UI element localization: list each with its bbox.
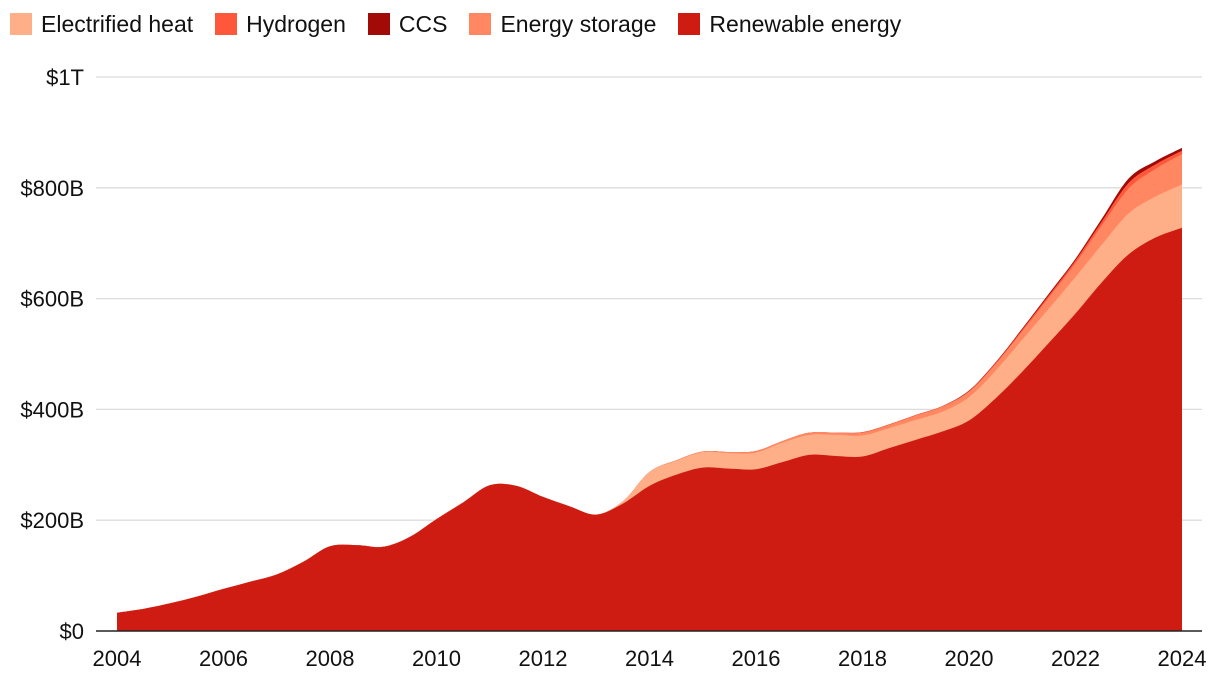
x-tick-2008: 2008 [306,646,355,671]
legend-label-ccs: CCS [398,11,448,37]
area-renewable-energy [117,227,1182,631]
legend-item-energy-storage: Energy storage [469,10,656,38]
x-tick-2012: 2012 [519,646,568,671]
legend-item-ccs: CCS [367,10,448,38]
x-tick-2010: 2010 [412,646,461,671]
legend-label-energy-storage: Energy storage [500,11,657,37]
x-tick-2018: 2018 [838,646,887,671]
y-tick-400b: $400B [20,397,84,422]
legend-swatch-renewable-energy [678,13,701,35]
legend-swatch-ccs [367,13,390,35]
y-tick-600b: $600B [20,287,84,312]
legend-label-electrified-heat: Electrified heat [41,11,194,37]
x-tick-2006: 2006 [199,646,248,671]
legend-item-electrified-heat: Electrified heat [10,10,193,38]
legend: Electrified heat Hydrogen CCS Energy sto… [10,10,923,38]
legend-swatch-energy-storage [469,13,492,35]
y-tick-0: $0 [60,619,84,644]
x-tick-2022: 2022 [1051,646,1100,671]
legend-item-hydrogen: Hydrogen [215,10,346,38]
y-tick-200b: $200B [20,508,84,533]
area-series [117,147,1182,632]
legend-swatch-hydrogen [215,13,238,35]
legend-label-hydrogen: Hydrogen [246,11,346,37]
x-tick-2004: 2004 [93,646,142,671]
y-axis-tick-labels: $0 $200B $400B $600B $800B $1T [20,65,84,644]
legend-swatch-electrified-heat [10,13,32,35]
x-tick-2016: 2016 [732,646,781,671]
legend-label-renewable-energy: Renewable energy [709,11,902,37]
legend-item-renewable-energy: Renewable energy [678,10,901,38]
x-axis-tick-labels: 2004 2006 2008 2010 2012 2014 2016 2018 2020 2022… [93,646,1207,671]
x-tick-2024: 2024 [1158,646,1207,671]
y-tick-800b: $800B [20,176,84,201]
x-tick-2020: 2020 [945,646,994,671]
y-tick-1t: $1T [46,65,84,90]
x-tick-2014: 2014 [625,646,674,671]
